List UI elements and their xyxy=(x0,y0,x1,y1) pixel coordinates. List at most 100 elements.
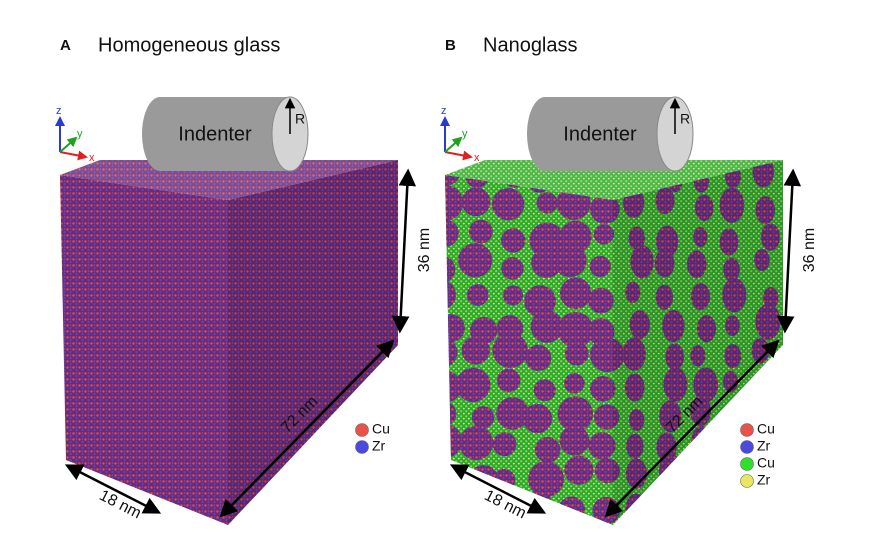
grain xyxy=(557,396,594,432)
grain xyxy=(445,401,457,427)
legend-swatch xyxy=(355,440,369,454)
grain xyxy=(536,192,558,214)
grain xyxy=(565,341,589,366)
grain xyxy=(589,194,620,224)
grain xyxy=(691,282,710,310)
grain xyxy=(524,285,556,318)
grain xyxy=(630,245,654,279)
grain xyxy=(590,376,616,402)
grain xyxy=(501,257,524,280)
grain xyxy=(755,196,776,225)
grain xyxy=(528,461,565,497)
grain xyxy=(628,226,645,250)
grain xyxy=(445,336,458,368)
grain xyxy=(723,257,740,282)
panel-label: A xyxy=(60,37,71,54)
grain xyxy=(721,461,738,486)
grain xyxy=(564,373,585,394)
legend-swatch xyxy=(355,423,369,437)
grain xyxy=(760,223,781,251)
dimension-arrow xyxy=(391,168,417,334)
grain xyxy=(755,488,775,517)
dimension-arrow xyxy=(604,339,780,518)
legend-swatch xyxy=(740,457,754,471)
grain xyxy=(694,493,712,518)
indenter-label: Indenter xyxy=(563,123,637,145)
grain xyxy=(503,285,524,306)
axis-x-label: x xyxy=(474,152,480,164)
legend-label: Zr xyxy=(372,438,386,454)
dimension-arrow xyxy=(219,339,395,518)
grain xyxy=(725,315,740,337)
grain xyxy=(724,409,741,433)
grain xyxy=(687,250,707,279)
grain xyxy=(445,314,465,343)
grain xyxy=(445,464,455,486)
grain xyxy=(530,310,564,343)
grain xyxy=(693,454,716,486)
grain xyxy=(461,336,491,365)
grain xyxy=(557,312,594,348)
grain xyxy=(492,332,528,369)
grain xyxy=(458,243,493,278)
grain xyxy=(756,375,779,408)
grain xyxy=(559,425,590,456)
axis-y-label: y xyxy=(77,128,83,140)
box-top xyxy=(60,160,398,200)
height-label: 36 nm xyxy=(416,228,433,272)
grain xyxy=(459,425,494,461)
grain xyxy=(501,228,526,253)
axis-y xyxy=(59,136,78,153)
grain xyxy=(588,287,614,314)
grain xyxy=(763,286,779,309)
grain xyxy=(559,277,592,309)
grain xyxy=(719,228,739,256)
grain xyxy=(445,255,456,284)
grain xyxy=(529,490,551,513)
grain xyxy=(466,284,489,306)
grain xyxy=(496,396,529,430)
height-label: 36 nm xyxy=(801,228,818,272)
indenter-body xyxy=(545,97,675,171)
panel-title: Nanoglass xyxy=(483,34,578,56)
legend-swatch xyxy=(740,474,754,488)
grain xyxy=(492,188,525,221)
legend-label: Cu xyxy=(372,421,390,437)
grain xyxy=(525,344,552,372)
box-front xyxy=(60,175,228,525)
legend-label: Cu xyxy=(757,455,775,471)
box-top xyxy=(445,160,783,200)
indenter-body xyxy=(160,97,290,171)
grain xyxy=(456,367,491,403)
grain xyxy=(694,194,714,222)
axis-x-label: x xyxy=(89,152,95,164)
grain xyxy=(754,248,770,272)
axis-y-label: y xyxy=(462,128,468,140)
grain xyxy=(655,186,675,215)
grain xyxy=(589,255,611,278)
grain xyxy=(445,424,463,458)
grain xyxy=(445,184,464,221)
grain xyxy=(655,284,674,310)
panel-label: B xyxy=(445,37,456,54)
grain xyxy=(522,403,553,434)
radius-label: R xyxy=(295,111,305,127)
grain xyxy=(445,279,457,310)
grain xyxy=(471,406,495,429)
grain xyxy=(529,222,565,259)
grain xyxy=(553,243,587,278)
grain xyxy=(492,432,517,457)
grain xyxy=(726,435,741,456)
grain xyxy=(629,310,650,340)
grain xyxy=(722,277,747,313)
box-side-shade xyxy=(228,160,398,525)
grain xyxy=(496,368,521,393)
legend-label: Zr xyxy=(757,438,771,454)
axis-y xyxy=(444,136,463,153)
axis-z-label: z xyxy=(56,105,62,117)
grain xyxy=(657,495,677,524)
legend-label: Zr xyxy=(757,472,771,488)
